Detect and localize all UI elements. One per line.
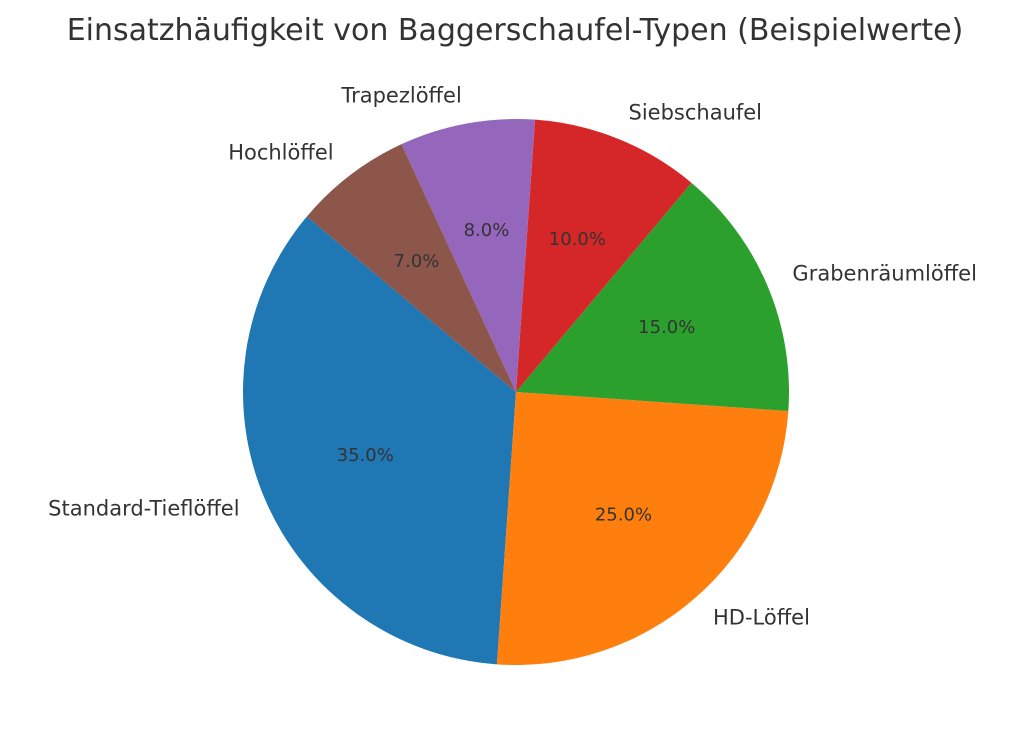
- slice-label-hochloffel: Hochlöffel: [228, 140, 333, 164]
- pie-slice-hochloffel: [306, 144, 516, 392]
- pct-label-trapezloffel: 8.0%: [464, 220, 510, 241]
- pie-slice-standard-tiefloffel: [243, 216, 517, 665]
- pie-slice-hd-loffel: [496, 392, 789, 665]
- slice-label-grabenraumloffel: Grabenräumlöffel: [792, 262, 977, 286]
- pct-label-standard-tiefloffel: 35.0%: [337, 445, 394, 466]
- slice-label-trapezloffel: Trapezlöffel: [340, 84, 461, 108]
- pie-slice-trapezloffel: [401, 119, 536, 392]
- slice-label-standard-tiefloffel: Standard-Tieflöffel: [48, 496, 239, 520]
- pie-labels: Standard-Tieflöffel 35.0% HD-Löffel 25.0% Gr…: [48, 84, 977, 630]
- slice-label-siebschaufel: Siebschaufel: [628, 101, 762, 125]
- pct-label-hd-loffel: 25.0%: [595, 505, 652, 526]
- pie-slices: [243, 119, 789, 665]
- slice-label-hd-loffel: HD-Löffel: [713, 606, 810, 630]
- pie-slice-grabenraumloffel: [516, 182, 789, 412]
- pct-label-grabenraumloffel: 15.0%: [638, 317, 695, 338]
- pct-label-hochloffel: 7.0%: [394, 251, 440, 272]
- pct-label-siebschaufel: 10.0%: [549, 229, 606, 250]
- pie-slice-siebschaufel: [516, 119, 692, 393]
- chart-title: Einsatzhäufigkeit von Baggerschaufel-Typ…: [67, 13, 964, 48]
